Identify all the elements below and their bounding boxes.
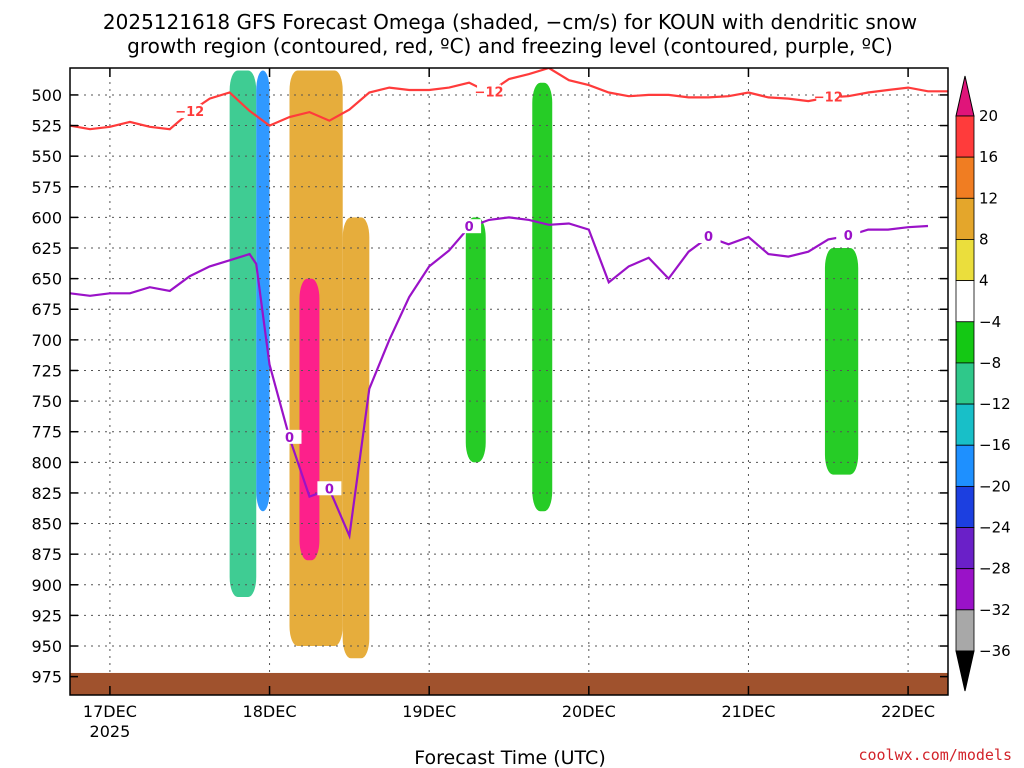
x-tick-label: 18DEC bbox=[243, 702, 297, 721]
freezing-level-label: 0 bbox=[285, 431, 294, 446]
colorbar-segment bbox=[955, 527, 975, 570]
y-tick-label: 800 bbox=[31, 453, 62, 472]
colorbar-label: −16 bbox=[979, 436, 1011, 454]
snow-growth-label-bg bbox=[477, 84, 502, 99]
omega-cell bbox=[824, 248, 859, 475]
colorbar-segment bbox=[955, 197, 975, 240]
colorbar-segment bbox=[955, 239, 975, 282]
colorbar-segment bbox=[955, 568, 975, 611]
colorbar-segment bbox=[955, 403, 975, 446]
snow-growth-contour bbox=[70, 68, 948, 131]
freezing-level-label-bg bbox=[696, 228, 721, 243]
colorbar-segment bbox=[955, 444, 975, 487]
y-tick-label: 600 bbox=[31, 208, 62, 227]
colorbar-segment bbox=[955, 609, 975, 652]
snow-growth-label: −12 bbox=[475, 85, 504, 100]
omega-cell bbox=[299, 278, 320, 561]
credit-link[interactable]: coolwx.com/models bbox=[858, 746, 1012, 764]
y-tick-label: 500 bbox=[31, 86, 62, 105]
omega-cell bbox=[256, 70, 270, 512]
terrain-fill bbox=[70, 672, 948, 695]
snow-growth-label-bg bbox=[816, 89, 841, 104]
colorbar-label: 16 bbox=[979, 148, 998, 166]
y-tick-label: 825 bbox=[31, 484, 62, 503]
y-tick-label: 675 bbox=[31, 300, 62, 319]
y-tick-label: 900 bbox=[31, 576, 62, 595]
colorbar-label: 4 bbox=[979, 272, 989, 290]
colorbar-label: −24 bbox=[979, 519, 1011, 537]
y-axis: 500 525 550 575 600 625 650 675 700 725 750 775 800 8… bbox=[31, 86, 948, 687]
y-tick-label: 575 bbox=[31, 178, 62, 197]
freezing-level-label-bg bbox=[836, 227, 861, 242]
y-tick-label: 875 bbox=[31, 545, 62, 564]
y-tick-label: 950 bbox=[31, 637, 62, 656]
colorbar-label: −32 bbox=[979, 601, 1011, 619]
snow-growth-label: −12 bbox=[175, 105, 204, 120]
colorbar-segment bbox=[955, 115, 975, 158]
plot-frame bbox=[69, 67, 949, 696]
colorbar-label: −36 bbox=[979, 642, 1011, 660]
snow-growth-label-bg bbox=[177, 104, 202, 119]
colorbar-label: −4 bbox=[979, 313, 1001, 331]
freezing-level-label: 0 bbox=[465, 220, 474, 235]
x-tick-label: 17DEC bbox=[83, 702, 137, 721]
x-tick-label: 22DEC bbox=[881, 702, 935, 721]
x-tick-label: 19DEC bbox=[402, 702, 456, 721]
freezing-level-label-bg bbox=[277, 429, 302, 444]
plot-background bbox=[70, 68, 948, 695]
colorbar-segment bbox=[955, 280, 975, 323]
omega-cell bbox=[465, 217, 486, 463]
snow-growth-label: −12 bbox=[814, 90, 843, 105]
omega-cell bbox=[532, 82, 553, 512]
plot-area: −12 −12 −12 0 0 0 0 0 bbox=[69, 67, 949, 696]
freezing-level-label-bg bbox=[457, 219, 482, 234]
x-tick-label: 20DEC bbox=[562, 702, 616, 721]
freezing-level-contour bbox=[70, 216, 929, 540]
y-tick-label: 650 bbox=[31, 270, 62, 289]
y-tick-label: 975 bbox=[31, 668, 62, 687]
chart-title-line2: growth region (contoured, red, ºC) and f… bbox=[127, 34, 893, 58]
y-tick-label: 550 bbox=[31, 147, 62, 166]
y-tick-label: 925 bbox=[31, 606, 62, 625]
omega-cell bbox=[229, 70, 257, 598]
x-axis-label: Forecast Time (UTC) bbox=[414, 747, 605, 768]
colorbar-label: −20 bbox=[979, 477, 1011, 495]
colorbar-segment bbox=[955, 321, 975, 364]
omega-cell bbox=[342, 217, 370, 659]
colorbar-bottom-arrow bbox=[955, 650, 975, 692]
colorbar-label: −28 bbox=[979, 560, 1011, 578]
y-tick-label: 850 bbox=[31, 515, 62, 534]
colorbar-label: −12 bbox=[979, 395, 1011, 413]
freezing-level-label-bg bbox=[317, 481, 342, 496]
y-tick-label: 525 bbox=[31, 117, 62, 136]
colorbar-label: −8 bbox=[979, 354, 1001, 372]
colorbar: 20 16 12 8 4 −4 −8 −12 −16 −20 −24 −28 −32 −36 bbox=[955, 75, 1011, 692]
y-tick-label: 725 bbox=[31, 361, 62, 380]
y-tick-label: 700 bbox=[31, 331, 62, 350]
x-tick-label: 21DEC bbox=[721, 702, 775, 721]
y-tick-label: 775 bbox=[31, 423, 62, 442]
colorbar-label: 20 bbox=[979, 107, 998, 125]
freezing-level-label: 0 bbox=[704, 230, 713, 245]
x-year-label: 2025 bbox=[90, 722, 131, 741]
y-tick-label: 750 bbox=[31, 392, 62, 411]
colorbar-segment bbox=[955, 485, 975, 528]
colorbar-top-arrow bbox=[955, 75, 975, 117]
chart-title-line1: 2025121618 GFS Forecast Omega (shaded, −… bbox=[103, 10, 917, 34]
freezing-level-label: 0 bbox=[325, 482, 334, 497]
colorbar-segment bbox=[955, 156, 975, 199]
colorbar-segment bbox=[955, 362, 975, 405]
x-axis: 17DEC18DEC19DEC20DEC21DEC22DEC23DEC24DEC… bbox=[83, 68, 935, 741]
freezing-level-label: 0 bbox=[844, 229, 853, 244]
plot-inner: −12 −12 −12 0 0 0 0 0 bbox=[70, 68, 948, 695]
y-tick-label: 625 bbox=[31, 239, 62, 258]
colorbar-label: 12 bbox=[979, 189, 998, 207]
colorbar-label: 8 bbox=[979, 230, 989, 248]
